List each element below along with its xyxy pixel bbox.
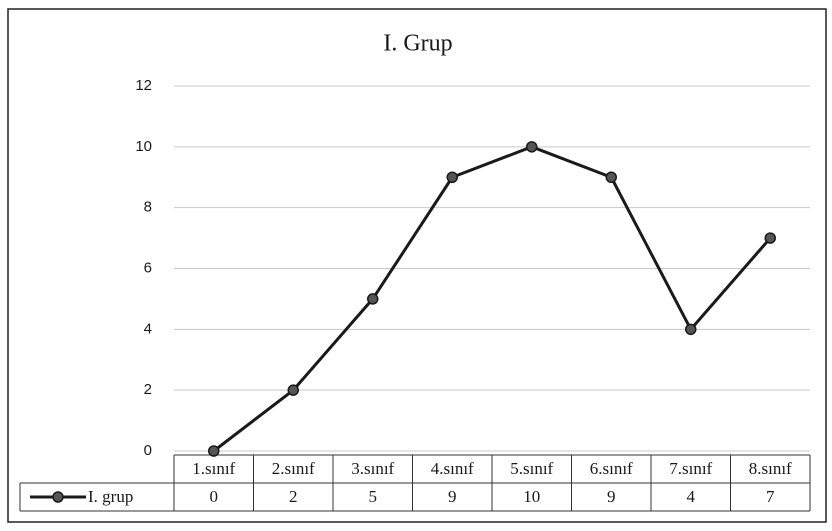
data-point	[287, 384, 299, 396]
chart-title: I. Grup	[383, 31, 452, 57]
x-tick-label: 1.sınıf	[192, 459, 235, 478]
x-tick-label: 7.sınıf	[669, 459, 712, 478]
legend-label: I. grup	[88, 487, 133, 506]
data-point	[446, 171, 458, 183]
data-point	[526, 141, 538, 153]
y-tick-label: 4	[144, 320, 152, 337]
table-value: 9	[448, 487, 457, 506]
table-value: 4	[687, 487, 696, 506]
legend-marker	[52, 491, 64, 503]
y-tick-label: 10	[135, 138, 152, 155]
chart-border	[7, 8, 827, 523]
y-tick-label: 12	[135, 77, 152, 94]
y-tick-label: 8	[144, 199, 152, 216]
table-value: 0	[210, 487, 219, 506]
x-tick-label: 4.sınıf	[431, 459, 474, 478]
x-tick-label: 8.sınıf	[749, 459, 792, 478]
table-value: 9	[607, 487, 616, 506]
table-value: 10	[523, 487, 540, 506]
data-point	[605, 171, 617, 183]
data-point	[367, 293, 379, 305]
x-tick-label: 5.sınıf	[510, 459, 553, 478]
table-value: 2	[289, 487, 298, 506]
x-tick-label: 6.sınıf	[590, 459, 633, 478]
x-tick-label: 2.sınıf	[272, 459, 315, 478]
y-tick-label: 6	[144, 259, 152, 276]
data-point	[685, 323, 697, 336]
data-line	[212, 145, 772, 453]
data-point	[764, 232, 776, 244]
y-tick-label: 0	[144, 442, 152, 459]
data-point	[208, 445, 220, 457]
x-tick-label: 3.sınıf	[351, 459, 394, 478]
table-value: 5	[369, 487, 378, 506]
table-value: 7	[766, 487, 775, 506]
y-tick-label: 2	[144, 381, 152, 398]
